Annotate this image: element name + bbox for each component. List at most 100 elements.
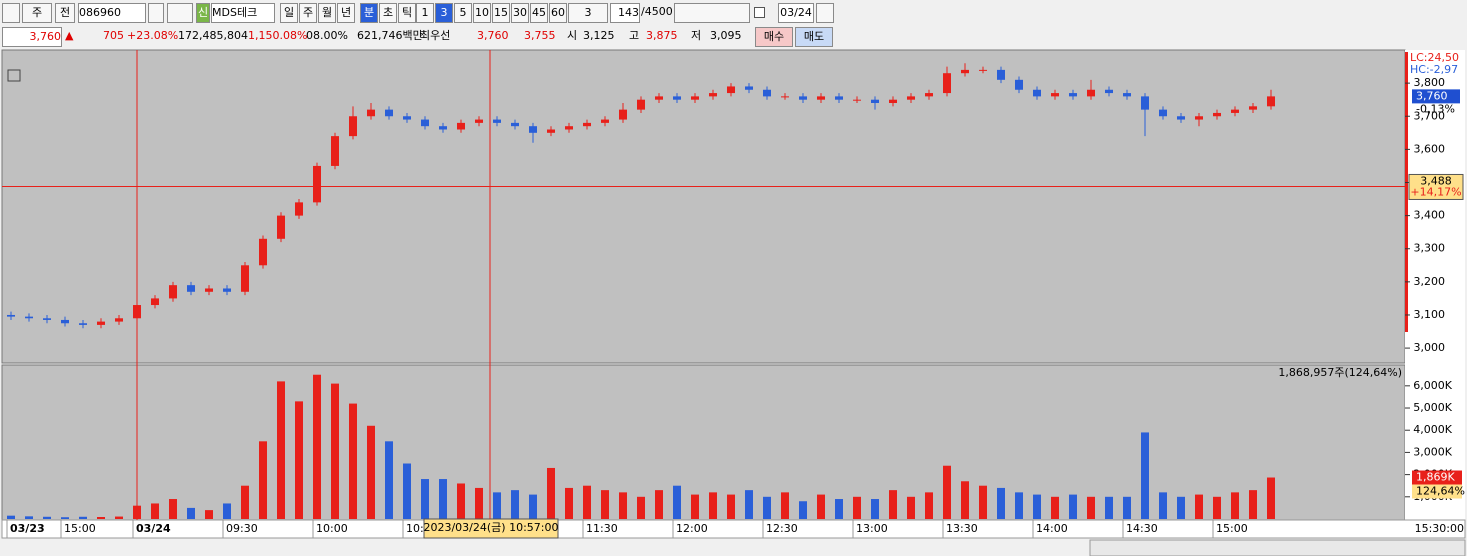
- y-tick-label: 3,400: [1414, 209, 1446, 222]
- bid: 3,755: [524, 29, 556, 42]
- y-tick-label: 3,200: [1414, 275, 1446, 288]
- volume-bar: [403, 463, 411, 519]
- period-button[interactable]: 5: [454, 3, 472, 23]
- time-axis: [1, 519, 1466, 539]
- last-price-box: [1412, 89, 1460, 104]
- candle-body: [25, 316, 33, 319]
- high-label: 고: [629, 29, 640, 42]
- period-button[interactable]: 60: [549, 3, 567, 23]
- sound-button[interactable]: [167, 3, 193, 23]
- candle-body: [97, 321, 105, 325]
- market-select[interactable]: 주: [22, 3, 52, 23]
- quote-bar: 3,760 ▲ 705 +23.08% 172,485,804 1,150.08…: [0, 26, 1467, 48]
- candle-body: [1087, 89, 1095, 97]
- x-tick-label: 03/24: [136, 522, 171, 535]
- checkbox[interactable]: [754, 7, 765, 18]
- candle-body: [529, 126, 537, 133]
- volume-bar: [115, 516, 123, 519]
- y-tick-label: 6,000K: [1413, 379, 1452, 392]
- value-axis: [1405, 50, 1465, 520]
- candle-body: [205, 288, 213, 292]
- date-input[interactable]: 03/24: [778, 3, 814, 23]
- candle-body: [421, 119, 429, 127]
- price-pane: [1, 49, 1406, 364]
- candle-body: [1267, 96, 1275, 107]
- change: 705: [103, 29, 124, 42]
- volume-bar: [151, 503, 159, 519]
- candle-body: [979, 69, 987, 71]
- volume-bar: [979, 485, 987, 519]
- volume-bar: [169, 499, 177, 519]
- calendar-button[interactable]: [816, 3, 834, 23]
- period-button[interactable]: 30: [511, 3, 529, 23]
- period-button[interactable]: 1: [416, 3, 434, 23]
- search-button[interactable]: [148, 3, 164, 23]
- period-button[interactable]: 일: [280, 3, 298, 23]
- pane-icon[interactable]: [7, 69, 21, 82]
- period-button[interactable]: 월: [318, 3, 336, 23]
- y-tick-label: 5,000K: [1413, 401, 1452, 414]
- interval-select[interactable]: 3: [568, 3, 608, 23]
- candle-body: [151, 298, 159, 306]
- sell-button[interactable]: 매도: [795, 27, 833, 47]
- candle-body: [691, 96, 699, 100]
- candle-body: [745, 86, 753, 90]
- name-field[interactable]: MDS테크: [211, 3, 275, 23]
- y-tick-label: 3,800: [1414, 76, 1446, 89]
- code-input[interactable]: 086960: [78, 3, 146, 23]
- candle-body: [403, 116, 411, 120]
- buy-button[interactable]: 매수: [755, 27, 793, 47]
- period-button[interactable]: 45: [530, 3, 548, 23]
- period-button[interactable]: 10: [473, 3, 491, 23]
- candle-body: [331, 136, 339, 166]
- period-button[interactable]: 15: [492, 3, 510, 23]
- volume-bar: [241, 485, 249, 519]
- volume-bar: [1159, 492, 1167, 519]
- low: 3,095: [710, 29, 742, 42]
- volume-bar: [439, 479, 447, 519]
- candle-body: [583, 122, 591, 127]
- period-button[interactable]: 주: [299, 3, 317, 23]
- period-button[interactable]: 틱: [398, 3, 416, 23]
- candle-body: [1213, 112, 1221, 117]
- candle-body: [367, 109, 375, 117]
- icon[interactable]: [2, 3, 20, 23]
- x-tick-label: 12:00: [676, 522, 708, 535]
- volume-bar: [529, 494, 537, 519]
- period-button[interactable]: 년: [337, 3, 355, 23]
- period-button[interactable]: 3: [435, 3, 453, 23]
- candle-body: [295, 202, 303, 216]
- candle-body: [637, 99, 645, 110]
- prev-button[interactable]: 전: [55, 3, 75, 23]
- candle-body: [547, 129, 555, 133]
- y-tick-label: 3,700: [1414, 109, 1446, 122]
- volume-pane: [1, 364, 1406, 521]
- candle-body: [475, 119, 483, 123]
- volume-bar: [961, 481, 969, 519]
- volume-bar: [907, 496, 915, 519]
- volume-bar: [727, 494, 735, 519]
- volume-bar: [799, 501, 807, 519]
- volume-bar: [331, 383, 339, 519]
- amount: 621,746백만: [357, 29, 423, 42]
- count-input[interactable]: 143: [610, 3, 640, 23]
- ask: 3,760: [477, 29, 509, 42]
- candle-body: [1051, 93, 1059, 97]
- y-tick-label: 3,000: [1414, 341, 1446, 354]
- period-button[interactable]: 초: [379, 3, 397, 23]
- x-tick-label: 13:00: [856, 522, 888, 535]
- credit-badge: 신: [196, 3, 210, 23]
- volume-bar: [1069, 494, 1077, 519]
- scroll-controls[interactable]: [1089, 539, 1466, 556]
- tool-icons[interactable]: [674, 3, 750, 23]
- volume-bar: [1105, 496, 1113, 519]
- price: 3,760: [2, 27, 62, 47]
- volume-bar: [1177, 496, 1185, 519]
- candle-body: [1159, 109, 1167, 117]
- x-tick-label: 03/23: [10, 522, 45, 535]
- period-button[interactable]: 분: [360, 3, 378, 23]
- candle-body: [1105, 89, 1113, 94]
- crosshair-price: 3,488: [1420, 174, 1452, 187]
- volume-bar: [853, 496, 861, 519]
- volume-bar: [421, 479, 429, 519]
